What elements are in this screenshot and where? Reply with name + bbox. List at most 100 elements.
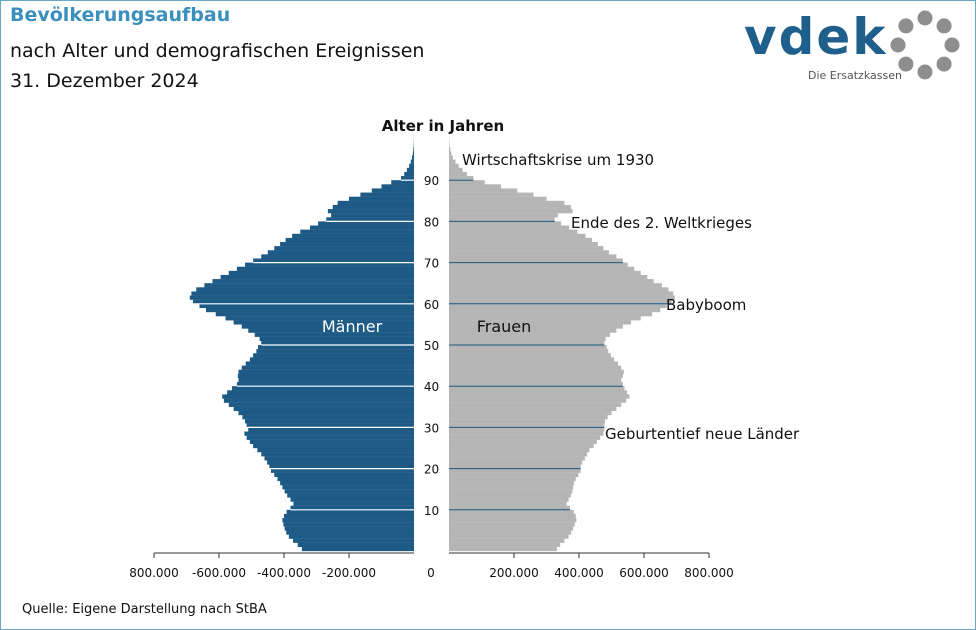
bar-women-age-91 xyxy=(449,171,467,177)
bar-men-age-59 xyxy=(199,303,414,309)
bar-men-age-2 xyxy=(293,538,414,543)
bar-men-age-45 xyxy=(245,361,414,366)
bar-men-age-3 xyxy=(288,534,415,539)
bar-men-age-71 xyxy=(261,254,414,259)
bar-women-age-13 xyxy=(449,493,571,498)
bar-men-age-47 xyxy=(253,353,415,358)
logo-dot-6 xyxy=(890,37,906,53)
logo-dot-3 xyxy=(936,56,952,72)
bar-men-age-50 xyxy=(261,340,414,346)
bar-women-age-51 xyxy=(449,336,606,342)
bar-women-age-53 xyxy=(449,328,617,333)
bar-men-age-35 xyxy=(228,402,414,407)
logo-dot-4 xyxy=(917,64,933,80)
bar-women-age-39 xyxy=(449,386,625,391)
bar-women-age-75 xyxy=(449,237,592,243)
logo-dot-0 xyxy=(917,10,933,26)
bar-men-age-67 xyxy=(228,270,414,276)
bar-men-age-81 xyxy=(331,213,415,218)
bar-men-age-16 xyxy=(280,480,414,486)
bar-women-age-35 xyxy=(449,402,622,407)
logo-dot-1 xyxy=(936,18,952,34)
bar-women-age-26 xyxy=(449,439,597,445)
bar-women-age-0 xyxy=(449,546,557,552)
age-tick-80: 80 xyxy=(424,215,439,229)
bar-women-age-1 xyxy=(449,542,561,548)
age-tick-60: 60 xyxy=(424,298,439,312)
bar-women-age-76 xyxy=(449,233,586,239)
bar-men-age-23 xyxy=(261,452,414,457)
bar-men-age-6 xyxy=(283,522,414,527)
bar-men-age-82 xyxy=(327,209,415,214)
bar-men-age-87 xyxy=(371,188,414,193)
bar-women-age-8 xyxy=(449,513,576,519)
bar-women-age-20 xyxy=(449,464,581,469)
bar-women-age-52 xyxy=(449,332,610,337)
bar-men-age-84 xyxy=(337,200,415,206)
bar-women-age-6 xyxy=(449,522,575,527)
bar-women-age-17 xyxy=(449,476,576,482)
bar-women-age-22 xyxy=(449,456,585,461)
bar-men-age-88 xyxy=(381,184,414,189)
bar-women-age-40 xyxy=(449,382,623,387)
bar-women-age-62 xyxy=(449,291,674,296)
bar-men-age-20 xyxy=(269,464,415,469)
bar-men-age-76 xyxy=(292,233,415,239)
bar-men-age-69 xyxy=(245,262,414,267)
bar-men-age-7 xyxy=(282,518,415,523)
bar-women-age-12 xyxy=(449,497,569,502)
bar-women-age-32 xyxy=(449,415,608,420)
x-tick-label-8: 800.000 xyxy=(684,566,734,580)
bar-women-age-42 xyxy=(449,373,623,379)
bar-women-age-85 xyxy=(449,196,547,201)
bar-women-age-54 xyxy=(449,324,623,329)
annotation-2: Babyboom xyxy=(666,296,746,314)
bar-men-age-96 xyxy=(412,151,414,156)
age-tick-70: 70 xyxy=(424,257,439,271)
bar-men-age-95 xyxy=(412,155,414,160)
bar-men-age-68 xyxy=(236,266,415,271)
bar-men-age-39 xyxy=(232,386,414,391)
bar-women-age-55 xyxy=(449,320,631,325)
bar-women-age-19 xyxy=(449,468,581,473)
bar-men-age-0 xyxy=(301,546,415,552)
bar-women-age-97 xyxy=(449,147,451,152)
bar-men-age-5 xyxy=(284,526,414,531)
x-tick-label-6: 400.000 xyxy=(554,566,604,580)
bar-men-age-90 xyxy=(401,176,414,181)
bar-women-age-74 xyxy=(449,242,598,247)
bar-men-age-73 xyxy=(274,246,414,251)
y-axis-title: Alter in Jahren xyxy=(382,117,504,135)
bar-men-age-86 xyxy=(360,192,415,197)
bar-women-age-16 xyxy=(449,480,575,486)
bar-women-age-34 xyxy=(449,406,617,412)
bar-women-age-15 xyxy=(449,485,574,490)
bar-women-age-25 xyxy=(449,443,594,449)
x-tick-label-5: 200.000 xyxy=(489,566,539,580)
bar-men-age-93 xyxy=(409,163,415,168)
bar-men-age-57 xyxy=(215,312,414,317)
bar-women-age-72 xyxy=(449,250,609,255)
bar-men-age-44 xyxy=(241,365,414,370)
bar-men-age-10 xyxy=(290,505,414,510)
bar-women-age-77 xyxy=(449,229,578,234)
bar-men-age-94 xyxy=(410,159,414,164)
bar-women-age-66 xyxy=(449,274,648,280)
bar-women-age-47 xyxy=(449,353,611,358)
bar-women-age-61 xyxy=(449,295,675,300)
bar-men-age-85 xyxy=(349,196,414,201)
annotation-1: Ende des 2. Weltkrieges xyxy=(571,214,752,232)
bar-men-age-30 xyxy=(246,423,415,428)
bar-men-age-29 xyxy=(248,427,414,432)
bar-women-age-36 xyxy=(449,398,627,403)
label-frauen: Frauen xyxy=(477,317,532,336)
bar-men-age-53 xyxy=(248,328,414,333)
bar-women-age-96 xyxy=(449,151,452,156)
bar-women-age-69 xyxy=(449,262,628,267)
bar-men-age-42 xyxy=(237,373,414,379)
bar-women-age-23 xyxy=(449,452,588,457)
bar-women-age-93 xyxy=(449,163,459,168)
bar-men-age-34 xyxy=(233,406,415,412)
bar-women-age-90 xyxy=(449,176,474,181)
x-tick-label-0: 800.000 xyxy=(129,566,179,580)
